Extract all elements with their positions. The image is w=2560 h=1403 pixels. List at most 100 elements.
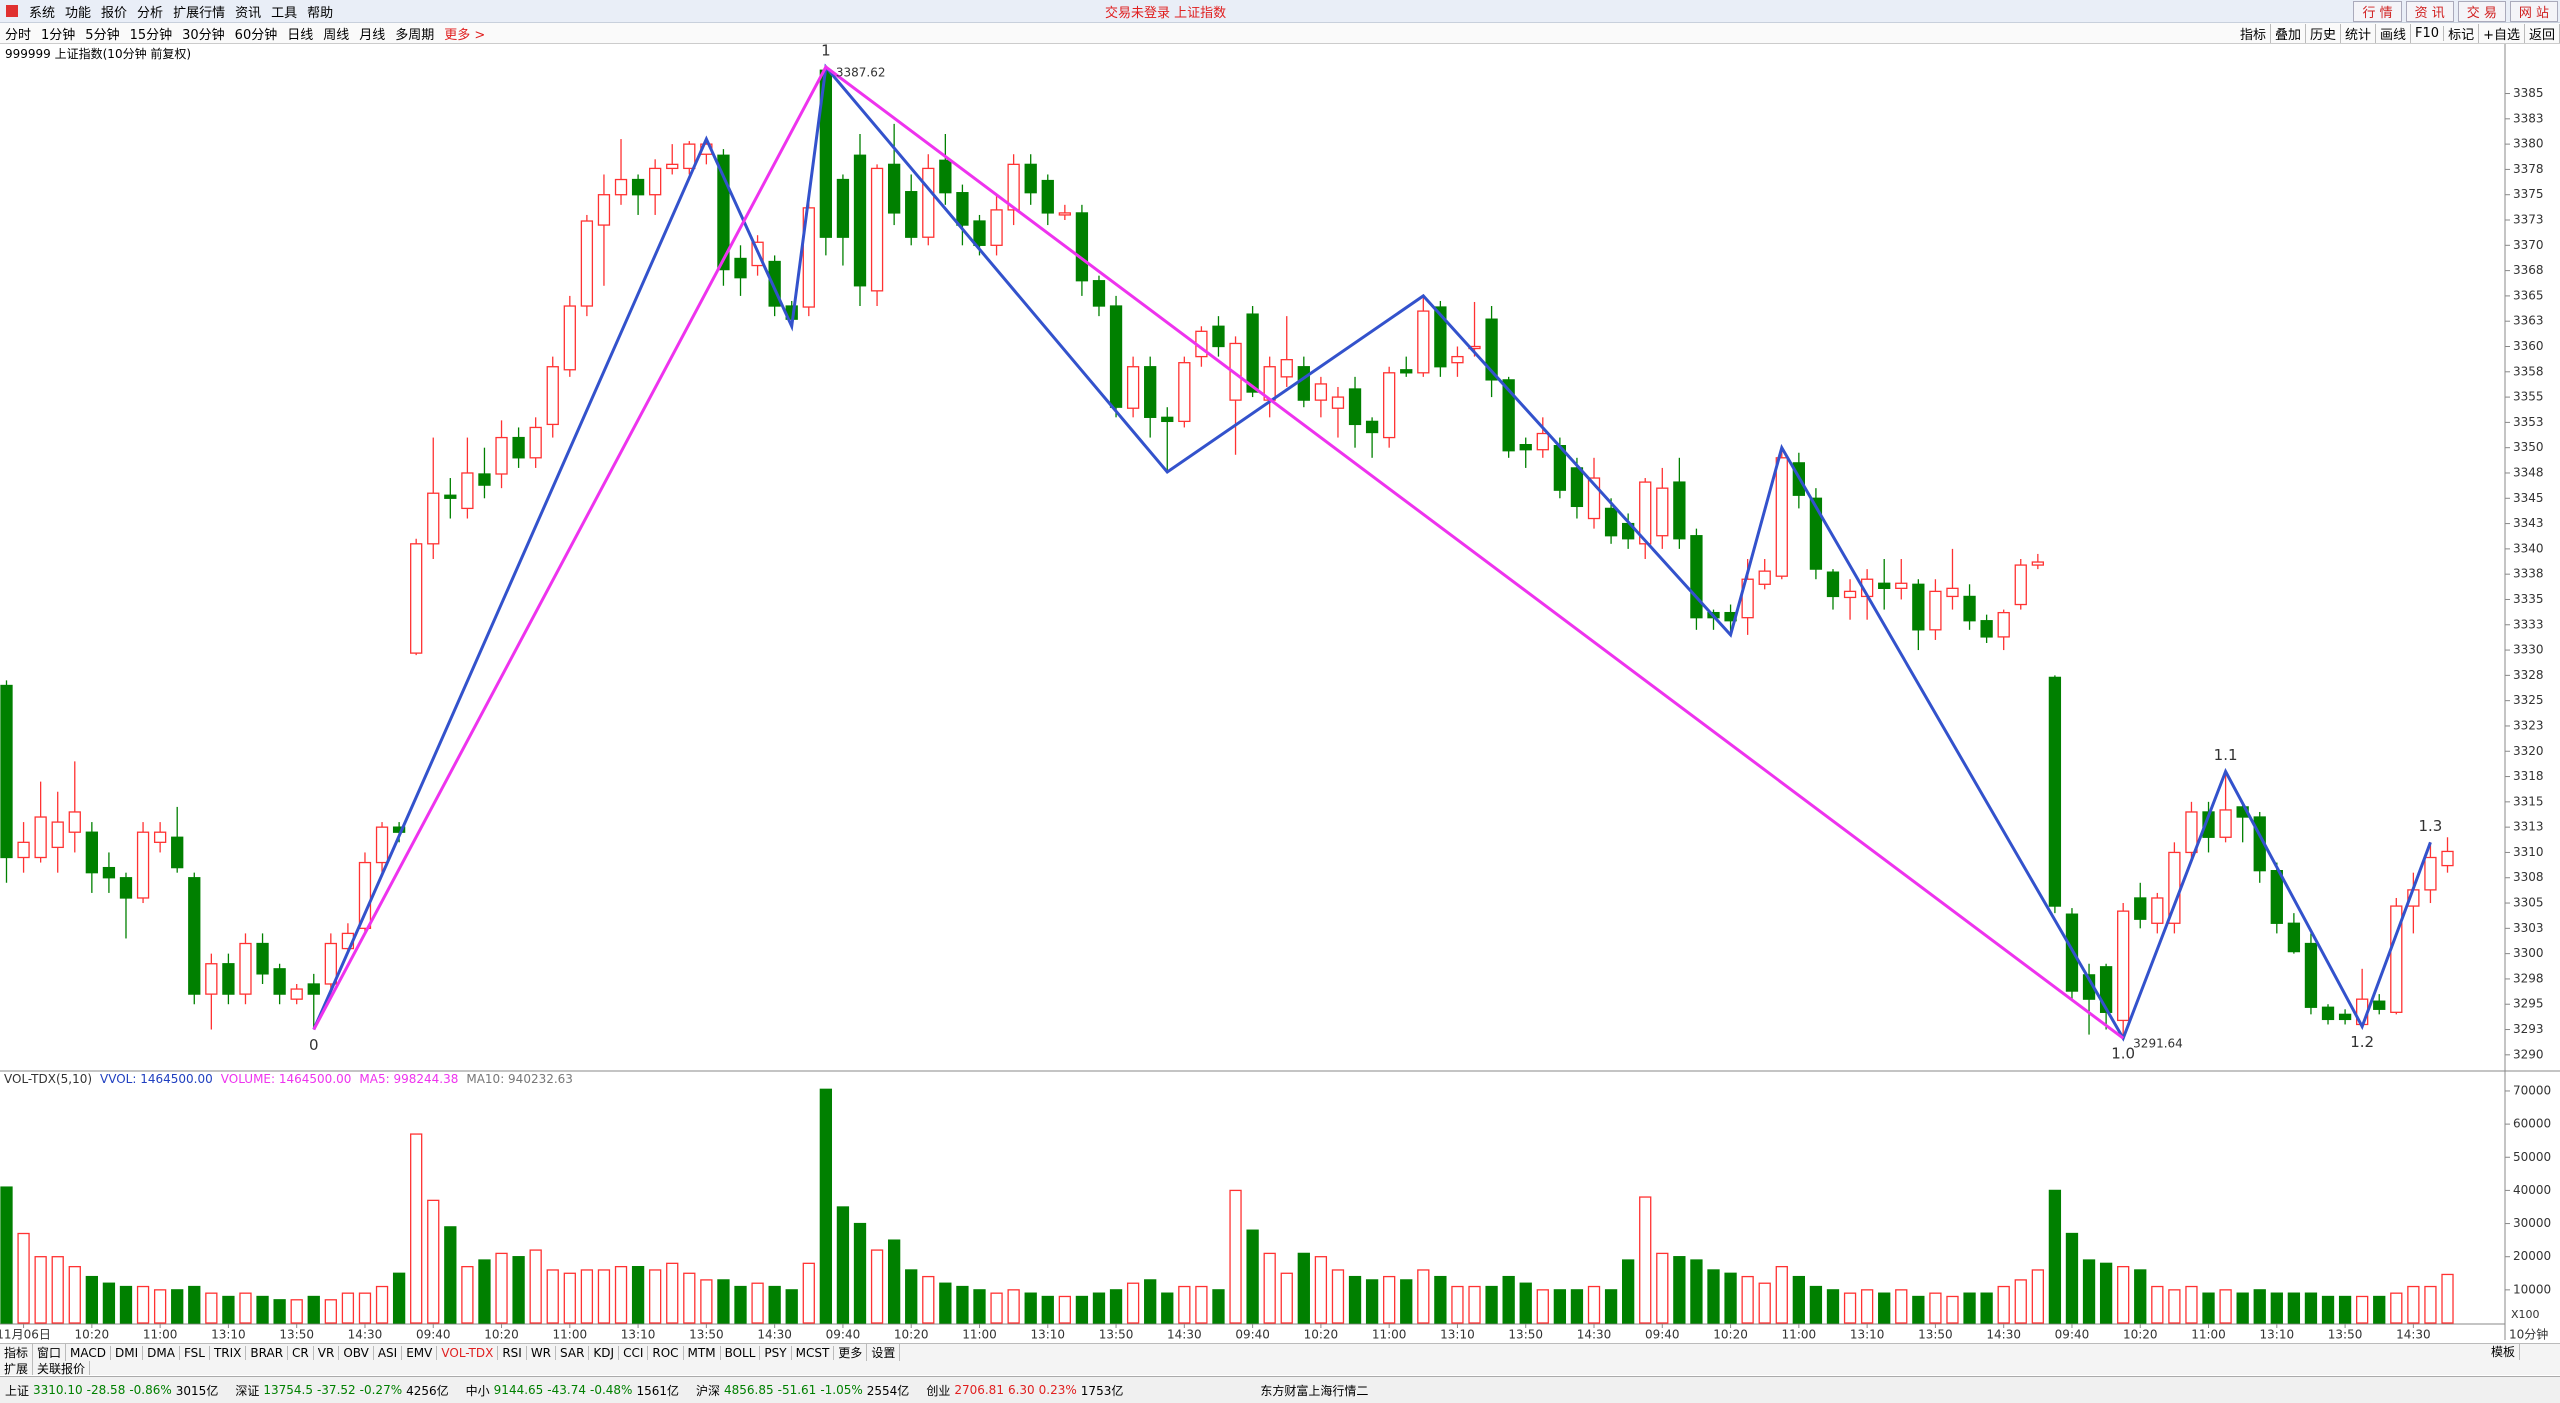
candle-body [290,988,303,1000]
indicator-tab[interactable]: DMA [143,1345,180,1360]
sub-tab[interactable]: 扩展 [0,1361,34,1375]
indicator-tab[interactable]: PSY [760,1345,792,1360]
price-label: 3291.64 [2133,1037,2183,1051]
indicator-tab[interactable]: FSL [180,1345,210,1360]
menu-item[interactable]: 报价 [101,5,128,21]
period-button[interactable]: 分时 [5,27,32,43]
tool-button[interactable]: F10 [2411,25,2445,41]
candle-body [956,192,969,226]
candle-body [1826,571,1840,598]
volume-bar [614,1265,628,1324]
top-button[interactable]: 网 站 [2509,0,2558,22]
top-button[interactable]: 资 讯 [2405,0,2454,22]
volume-bar [1570,1289,1584,1324]
indicator-tab[interactable]: 窗口 [33,1344,67,1361]
indicator-tab[interactable]: VR [314,1345,340,1360]
volume-bar [819,1088,833,1324]
x-tick-label: 13:10 [2260,1328,2295,1342]
candle-body [1929,590,1942,631]
sub-tab[interactable]: 关联报价 [33,1361,91,1375]
tool-button[interactable]: 历史 [2306,23,2341,43]
indicator-tab[interactable]: CCI [619,1345,649,1360]
menu-item[interactable]: 系统 [29,5,56,21]
indicator-tab[interactable]: RSI [498,1345,527,1360]
indicator-tab[interactable]: WR [527,1345,557,1360]
volume-bar [136,1285,150,1324]
indicator-tab[interactable]: OBV [339,1345,374,1360]
indicator-tab[interactable]: TRIX [210,1345,247,1360]
tool-button[interactable]: +自选 [2479,23,2525,43]
wave-label: 1 [821,42,831,60]
indicator-tab[interactable]: 指标 [0,1344,34,1361]
indicator-tab[interactable]: ASI [374,1345,403,1360]
indicator-tab[interactable]: BOLL [721,1345,761,1360]
volume-bar [546,1269,559,1324]
volume-bar [85,1275,98,1324]
indicator-tab[interactable]: 设置 [867,1344,901,1361]
tool-button[interactable]: 标记 [2444,23,2480,43]
indicator-tab[interactable]: SAR [556,1345,590,1360]
menu-item[interactable]: 工具 [271,5,298,21]
indicator-tab[interactable]: MACD [66,1345,112,1360]
y-tick-label: 10000 [2513,1282,2551,1296]
candle-body [1297,366,1310,401]
indicator-tab[interactable]: BRAR [246,1345,289,1360]
candle-body [1348,388,1362,426]
tool-button[interactable]: 返回 [2525,23,2560,43]
period-button[interactable]: 15分钟 [129,27,173,43]
tool-button[interactable]: 叠加 [2271,23,2306,43]
x-tick-label: 10:20 [1304,1328,1339,1342]
candle-body [529,426,542,459]
period-button[interactable]: 30分钟 [182,27,225,43]
candle-body [1895,582,1908,589]
index-value: 3310.10 [33,1383,83,1397]
y-tick-label: 3365 [2513,288,2544,302]
top-button[interactable]: 行 情 [2353,0,2402,22]
index-amount: 1753亿 [1080,1383,1124,1398]
period-button[interactable]: 1分钟 [41,27,76,43]
menu-item[interactable]: 功能 [65,5,92,21]
period-button[interactable]: 60分钟 [234,27,278,43]
indicator-tab[interactable]: DMI [111,1345,144,1360]
period-button[interactable]: 更多 > [444,27,486,43]
period-button[interactable]: 多周期 [395,27,435,43]
candle-body [734,257,747,279]
index-change: -43.74 [547,1383,586,1397]
volume-bar [887,1239,901,1324]
indicator-tab[interactable]: EMV [402,1345,438,1360]
menu-item[interactable]: 分析 [137,5,164,21]
period-button[interactable]: 5分钟 [85,27,120,43]
candle-body [307,983,320,995]
period-button[interactable]: 月线 [359,27,386,43]
volume-bar [2338,1295,2352,1324]
tool-button[interactable]: 统计 [2341,23,2377,43]
volume-bar [341,1292,355,1324]
tool-button[interactable]: 指标 [2236,23,2271,43]
menu-item[interactable]: 帮助 [307,5,334,21]
index-pct: -0.86% [129,1383,172,1397]
menu-item[interactable]: 资讯 [235,5,262,21]
indicator-tab[interactable]: 更多 [834,1344,868,1361]
index-amount: 2554亿 [866,1383,910,1398]
indicator-tab[interactable]: VOL-TDX [437,1345,499,1360]
indicator-tab[interactable]: ROC [648,1345,684,1360]
volume-bar [1741,1275,1754,1324]
x-tick-label: 14:30 [1577,1328,1612,1342]
volume-bar [68,1265,81,1324]
indicator-tab[interactable]: MTM [684,1345,721,1360]
indicator-tab[interactable]: CR [288,1345,314,1360]
candle-body [1502,379,1515,452]
volume-bar [1058,1295,1071,1324]
period-button[interactable]: 日线 [287,27,314,43]
candle-body [324,942,337,985]
tool-button[interactable]: 画线 [2376,23,2412,43]
template-button[interactable]: 模板 [2487,1343,2520,1360]
indicator-tab[interactable]: MCST [792,1345,835,1360]
candle-body [1843,590,1857,599]
candle-body [2287,922,2301,953]
period-button[interactable]: 周线 [323,27,350,43]
indicator-tab[interactable]: KDJ [589,1345,620,1360]
menu-item[interactable]: 扩展行情 [173,5,226,21]
wave-line [312,63,2432,1042]
top-button[interactable]: 交 易 [2457,0,2506,22]
